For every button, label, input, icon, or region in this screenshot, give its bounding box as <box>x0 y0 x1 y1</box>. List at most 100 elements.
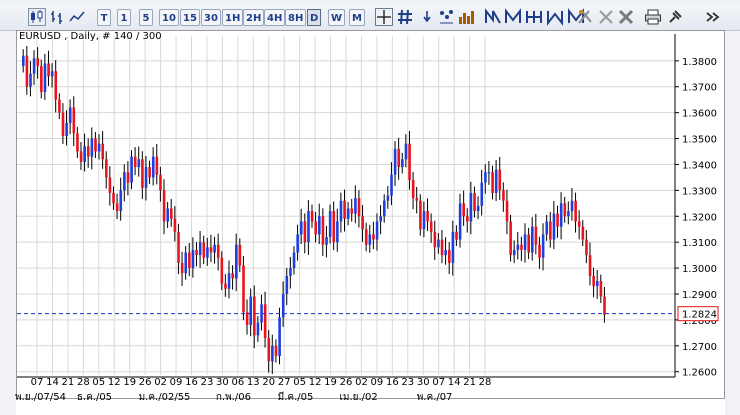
candle-down <box>173 218 177 232</box>
period-button-weekly[interactable]: W <box>328 9 346 26</box>
candle-down <box>86 146 90 157</box>
right-margin <box>725 30 740 415</box>
y-tick-label: 1.3400 <box>682 160 717 171</box>
period-button-8h[interactable]: 8H <box>285 9 307 26</box>
delete-selected-icon[interactable] <box>576 8 594 26</box>
candle-up <box>404 143 408 160</box>
volume-icon[interactable] <box>457 8 475 26</box>
candle-down <box>188 252 191 269</box>
candle-up <box>22 55 25 67</box>
chart-toolbar: T 1 5 10 15 30 1H 2H 4H 8H D W M <box>0 0 740 31</box>
x-tick-label: 19 <box>324 377 337 388</box>
candle-up <box>206 247 209 258</box>
candle-down <box>502 190 505 201</box>
candle-down <box>231 273 234 279</box>
candle-down <box>509 221 512 256</box>
candle-up <box>390 174 393 196</box>
left-margin <box>0 30 16 415</box>
candle-down <box>466 216 469 222</box>
candle-up <box>541 234 545 258</box>
candle-down <box>238 244 242 266</box>
candle-up <box>476 205 480 212</box>
x-tick-label: 16 <box>185 377 198 388</box>
period-button-daily[interactable]: D <box>307 9 322 26</box>
candle-up <box>184 252 188 274</box>
candle-up <box>469 192 473 222</box>
period-button-10m[interactable]: 10 <box>159 9 179 26</box>
candle-up <box>512 249 516 256</box>
candle-up <box>368 234 372 245</box>
close-icon[interactable] <box>617 8 635 26</box>
candle-up <box>545 221 549 235</box>
candle-down <box>357 198 361 217</box>
candle-down <box>447 249 451 263</box>
candle-down <box>177 231 180 263</box>
candle-down <box>574 200 577 222</box>
x-tick-label: 12 <box>108 377 121 388</box>
trend-up-icon[interactable] <box>484 8 502 26</box>
candle-up <box>289 268 292 276</box>
trend-cross-icon[interactable] <box>525 8 543 26</box>
candle-up <box>285 275 289 294</box>
period-button-5m[interactable]: 5 <box>139 9 153 26</box>
y-tick-label: 1.2600 <box>682 368 717 379</box>
trend-zigzag-icon[interactable] <box>546 8 564 26</box>
candle-up <box>260 304 263 323</box>
candle-down <box>426 211 429 222</box>
x-tick-label: 14 <box>46 377 59 388</box>
candle-up <box>559 203 563 227</box>
more-icon[interactable] <box>703 8 721 26</box>
candle-down <box>94 138 97 152</box>
period-button-4h[interactable]: 4H <box>264 9 286 26</box>
candle-down <box>108 177 112 193</box>
candle-down <box>527 234 530 253</box>
period-button-monthly[interactable]: M <box>349 9 365 26</box>
print-icon[interactable] <box>644 8 662 26</box>
chart-area[interactable] <box>16 30 725 399</box>
line-chart-icon[interactable] <box>68 8 86 26</box>
indicator-icon[interactable] <box>437 8 455 26</box>
info-icon[interactable] <box>418 8 436 26</box>
period-button-2h[interactable]: 2H <box>243 9 265 26</box>
candle-down <box>577 221 581 227</box>
candle-up <box>299 221 303 235</box>
candle-down <box>581 226 585 240</box>
grid-icon[interactable] <box>396 8 414 26</box>
candle-down <box>101 143 105 160</box>
candle-up <box>227 273 231 289</box>
y-tick-label: 1.3800 <box>682 57 717 68</box>
candle-down <box>408 143 411 181</box>
candle-up <box>292 252 296 269</box>
y-tick-label: 1.3700 <box>682 83 717 94</box>
period-button-1[interactable]: T <box>97 9 111 26</box>
period-button-1h[interactable]: 1H <box>222 9 244 26</box>
candle-up <box>325 236 328 245</box>
candle-up <box>595 281 599 287</box>
x-tick-label: 26 <box>340 377 353 388</box>
x-month-label: เม.ย./02 <box>339 392 377 403</box>
trend-down-icon[interactable] <box>504 8 522 26</box>
period-button-30m[interactable]: 30 <box>201 9 221 26</box>
candle-up <box>249 296 253 326</box>
candle-down <box>455 231 458 240</box>
candle-up <box>198 242 202 256</box>
pin-icon[interactable] <box>666 8 684 26</box>
candle-down <box>195 249 198 256</box>
crosshair-icon[interactable] <box>375 8 393 26</box>
period-button-1m[interactable]: 1 <box>117 9 131 26</box>
period-button-15m[interactable]: 15 <box>180 9 200 26</box>
bar-chart-icon[interactable] <box>48 8 66 26</box>
x-tick-label: 26 <box>139 377 152 388</box>
candle-down <box>267 338 271 362</box>
candle-up <box>144 167 148 188</box>
toolbar-top-strip <box>0 0 740 4</box>
x-tick-label: 09 <box>170 377 183 388</box>
candlestick-icon[interactable] <box>28 8 46 26</box>
candle-down <box>592 275 595 287</box>
delete-all-icon[interactable] <box>597 8 615 26</box>
x-tick-label: 12 <box>309 377 322 388</box>
candle-down <box>242 265 245 313</box>
candle-down <box>303 221 307 243</box>
y-tick-label: 1.3000 <box>682 264 717 275</box>
